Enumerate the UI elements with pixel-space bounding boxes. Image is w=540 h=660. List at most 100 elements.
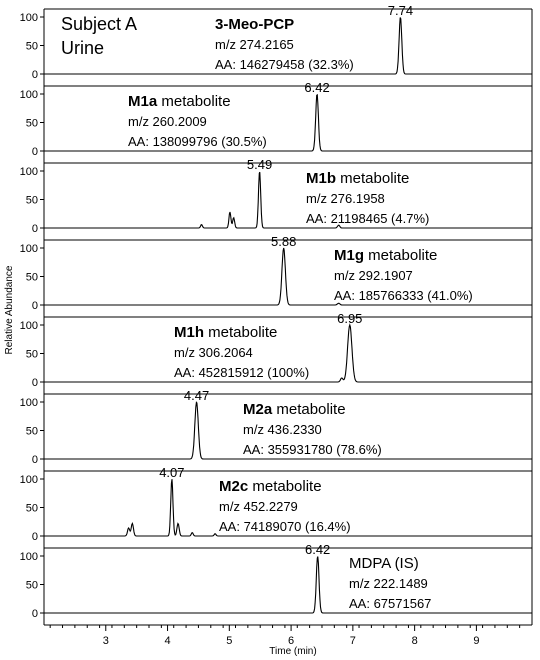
subject-line-2: Urine [61,38,104,58]
compound-name-rest: metabolite [336,170,409,187]
y-tick-label: 0 [32,608,38,620]
mz-value: m/z 276.1958 [306,191,385,206]
subject-line-1: Subject A [61,14,137,34]
mz-value: m/z 260.2009 [128,114,207,129]
y-tick-label: 0 [32,454,38,466]
compound-name: M1h metabolite [174,324,277,341]
y-tick-label: 0 [32,223,38,235]
compound-name-rest: metabolite [364,247,437,264]
compound-name-bold: M2c [219,478,248,495]
y-tick-label: 50 [26,349,38,361]
compound-name-rest: MDPA (IS) [349,555,419,572]
y-tick-label: 50 [26,503,38,515]
peak-label: 6.95 [337,311,362,326]
compound-name-bold: 3-Meo-PCP [215,16,294,33]
area-value: AA: 452815912 (100%) [174,365,309,380]
panels: 0 50 100 7.74 3-Meo-PCP m/z 274.2165 AA: 14627… [20,3,533,626]
y-tick-label: 100 [20,166,38,178]
panel: 0 50 100 6.42 MDPA (IS) m/z 222.1489 AA: 67571… [20,542,533,626]
compound-name-bold: M1g [334,247,364,264]
compound-name-rest: metabolite [204,324,277,341]
x-tick-label: 5 [226,635,232,647]
chromatogram-trace [44,401,532,460]
x-tick-label: 9 [473,635,479,647]
compound-name: M1g metabolite [334,247,437,264]
panel: 0 50 100 5.88 M1g metabolite m/z 292.1907 AA: … [20,234,533,318]
chromatogram-trace [44,556,532,614]
y-tick-label: 50 [26,426,38,438]
panel: 0 50 100 6.95 M1h metabolite m/z 306.2064 AA: … [20,311,533,395]
y-tick-label: 50 [26,272,38,284]
peak-label: 4.47 [184,388,209,403]
compound-name-bold: M1a [128,93,158,110]
x-tick-label: 6 [288,635,294,647]
mz-value: m/z 452.2279 [219,499,298,514]
peak-label: 5.88 [271,234,296,249]
chromatogram-trace [44,17,532,75]
mz-value: m/z 274.2165 [215,37,294,52]
compound-name: M2a metabolite [243,401,346,418]
area-value: AA: 67571567 [349,596,431,611]
mz-value: m/z 222.1489 [349,576,428,591]
mz-value: m/z 292.1907 [334,268,413,283]
compound-name: M1a metabolite [128,93,231,110]
x-tick-label: 8 [412,635,418,647]
panel: 0 50 100 6.42 M1a metabolite m/z 260.2009 AA: … [20,80,533,164]
compound-name-bold: M2a [243,401,273,418]
peak-label: 6.42 [304,80,329,95]
x-tick-label: 7 [350,635,356,647]
compound-name-bold: M1b [306,170,336,187]
panel: 0 50 100 5.49 M1b metabolite m/z 276.1958 AA: … [20,157,533,241]
compound-name-rest: metabolite [248,478,321,495]
chromatogram-trace [44,323,532,383]
area-value: AA: 355931780 (78.6%) [243,442,382,457]
mz-value: m/z 306.2064 [174,345,253,360]
x-axis: 3 4 5 6 7 8 9 [49,625,521,647]
y-tick-label: 0 [32,69,38,81]
y-tick-label: 0 [32,300,38,312]
x-tick-label: 4 [164,635,170,647]
chromatogram-trace [44,479,532,537]
compound-name: 3-Meo-PCP [215,16,294,33]
y-tick-label: 0 [32,377,38,389]
area-value: AA: 138099796 (30.5%) [128,134,267,149]
y-tick-label: 100 [20,551,38,563]
x-tick-label: 3 [103,635,109,647]
chromatogram-trace [44,247,532,306]
compound-name-rest: metabolite [272,401,345,418]
compound-name: MDPA (IS) [349,555,419,572]
area-value: AA: 21198465 (4.7%) [306,211,429,226]
chromatogram-trace [44,93,532,152]
y-tick-label: 0 [32,531,38,543]
area-value: AA: 74189070 (16.4%) [219,519,351,534]
compound-name-bold: M1h [174,324,204,341]
y-tick-label: 100 [20,243,38,255]
y-tick-label: 100 [20,397,38,409]
peak-label: 4.07 [159,465,184,480]
y-tick-label: 100 [20,474,38,486]
y-tick-label: 50 [26,118,38,130]
mz-value: m/z 436.2330 [243,422,322,437]
area-value: AA: 146279458 (32.3%) [215,57,354,72]
panel: 0 50 100 7.74 3-Meo-PCP m/z 274.2165 AA: 14627… [20,3,533,87]
x-axis-label: Time (min) [269,646,316,657]
compound-name: M1b metabolite [306,170,409,187]
peak-label: 7.74 [388,3,413,18]
peak-label: 5.49 [247,157,272,172]
y-tick-label: 0 [32,146,38,158]
y-tick-label: 100 [20,320,38,332]
y-tick-label: 50 [26,195,38,207]
chromatogram-trace [44,171,532,229]
y-axis-label: Relative Abundance [4,265,15,354]
peak-label: 6.42 [305,542,330,557]
y-tick-label: 50 [26,41,38,53]
area-value: AA: 185766333 (41.0%) [334,288,473,303]
panel: 0 50 100 4.47 M2a metabolite m/z 436.2330 AA: … [20,388,533,472]
y-tick-label: 100 [20,12,38,24]
y-tick-label: 100 [20,89,38,101]
panel: 0 50 100 4.07 M2c metabolite m/z 452.2279 AA: … [20,465,533,549]
y-tick-label: 50 [26,580,38,592]
compound-name: M2c metabolite [219,478,322,495]
compound-name-rest: metabolite [157,93,230,110]
